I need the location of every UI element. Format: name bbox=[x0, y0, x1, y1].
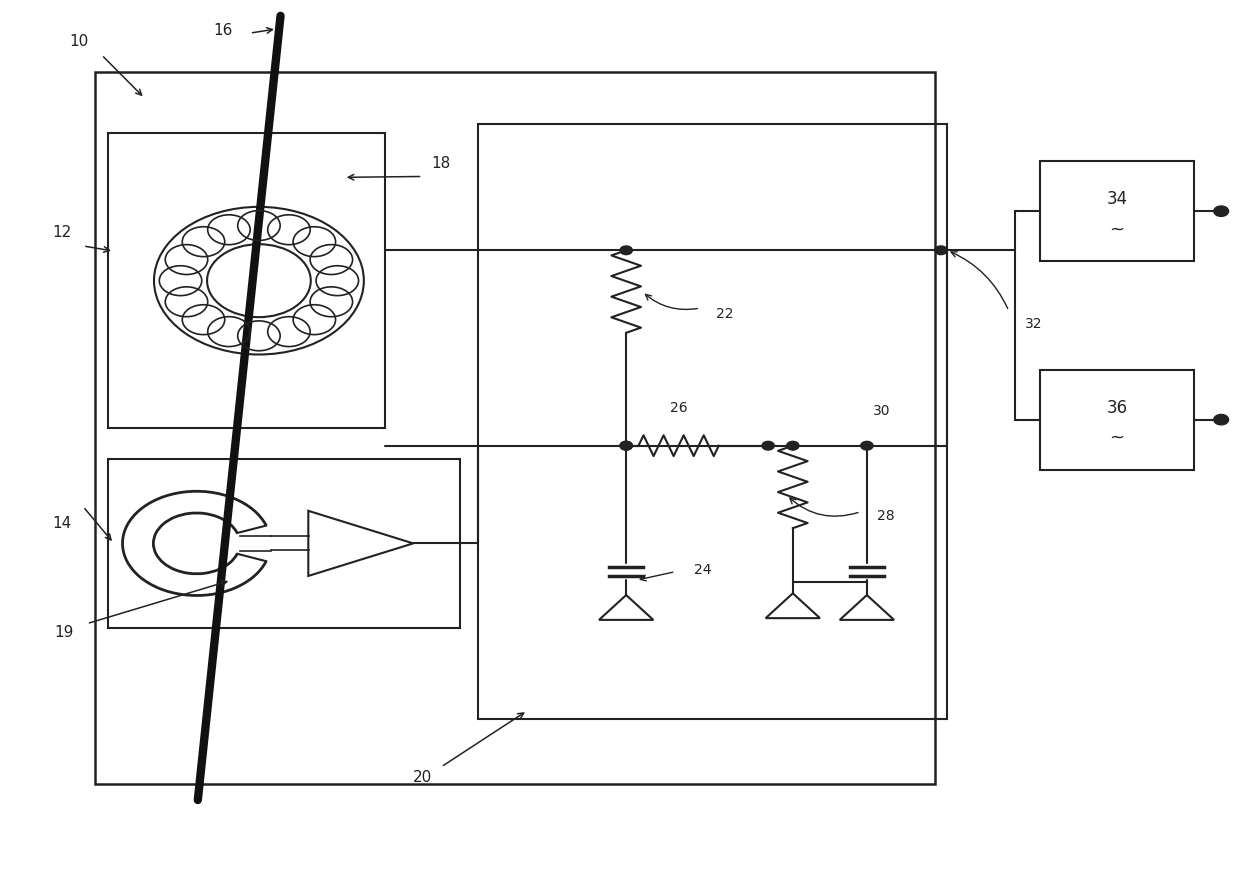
Bar bbox=[108, 459, 460, 628]
Bar bbox=[1039, 162, 1194, 261]
Circle shape bbox=[786, 441, 799, 450]
Text: 12: 12 bbox=[52, 225, 72, 240]
Text: ~: ~ bbox=[1110, 428, 1125, 447]
Text: ~: ~ bbox=[1110, 220, 1125, 239]
Text: 30: 30 bbox=[873, 404, 890, 418]
Text: 22: 22 bbox=[717, 307, 734, 321]
Text: 20: 20 bbox=[413, 770, 432, 785]
Bar bbox=[108, 133, 386, 428]
Text: 34: 34 bbox=[1106, 191, 1127, 208]
Bar bbox=[1039, 370, 1194, 469]
Text: 18: 18 bbox=[432, 156, 450, 171]
Text: 14: 14 bbox=[52, 517, 72, 531]
Circle shape bbox=[620, 441, 632, 450]
Circle shape bbox=[861, 441, 873, 450]
Text: 26: 26 bbox=[670, 401, 687, 415]
Text: 16: 16 bbox=[213, 23, 232, 38]
Text: 19: 19 bbox=[55, 625, 74, 640]
Bar bbox=[95, 73, 935, 784]
Text: 36: 36 bbox=[1106, 399, 1127, 417]
Circle shape bbox=[1214, 206, 1229, 217]
Text: 28: 28 bbox=[877, 509, 894, 523]
Bar bbox=[479, 124, 947, 719]
Circle shape bbox=[935, 246, 947, 254]
Circle shape bbox=[620, 441, 632, 450]
Circle shape bbox=[1214, 414, 1229, 425]
Text: 32: 32 bbox=[1025, 317, 1043, 331]
Circle shape bbox=[620, 246, 632, 254]
Circle shape bbox=[761, 441, 774, 450]
Text: 10: 10 bbox=[69, 34, 89, 49]
Text: 24: 24 bbox=[694, 563, 712, 577]
